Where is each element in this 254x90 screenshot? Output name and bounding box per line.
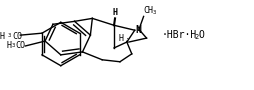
Text: ·HBr·H: ·HBr·H [161, 30, 196, 40]
Text: N: N [135, 25, 141, 35]
Text: 3: 3 [11, 43, 15, 48]
Text: O: O [198, 30, 204, 40]
Text: 3: 3 [8, 33, 11, 38]
Text: CO: CO [12, 32, 22, 41]
Text: H: H [0, 32, 5, 41]
Text: H: H [7, 41, 11, 50]
Text: H: H [112, 8, 117, 17]
Text: 3: 3 [152, 10, 155, 15]
Text: CH: CH [143, 6, 153, 15]
Text: H: H [118, 34, 123, 43]
Text: 2: 2 [194, 34, 198, 40]
Text: CO: CO [15, 41, 25, 50]
